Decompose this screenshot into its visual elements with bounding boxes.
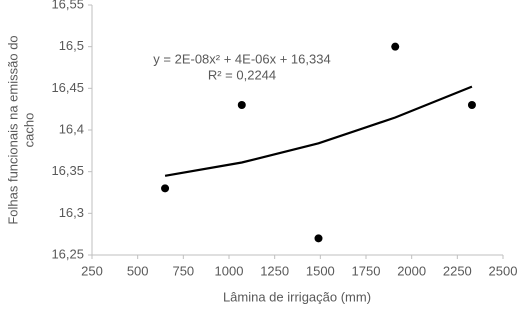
y-axis-label: cacho xyxy=(21,113,36,148)
x-tick-label: 1250 xyxy=(260,263,289,278)
point xyxy=(391,42,400,51)
y-tick-label: 16,35 xyxy=(51,163,84,178)
y-tick-label: 16,4 xyxy=(59,121,84,136)
r-squared: R² = 0,2244 xyxy=(208,67,276,82)
x-tick-label: 2000 xyxy=(397,263,426,278)
y-tick-label: 16,3 xyxy=(59,205,84,220)
x-tick-label: 1000 xyxy=(215,263,244,278)
equation: y = 2E-08x² + 4E-06x + 16,334 xyxy=(153,51,330,66)
point xyxy=(237,101,246,109)
y-tick-label: 16,55 xyxy=(51,0,84,11)
x-tick-label: 2500 xyxy=(489,263,518,278)
y-tick-label: 16,5 xyxy=(59,38,84,53)
point xyxy=(161,184,170,193)
y-tick-label: 16,25 xyxy=(51,246,84,261)
x-tick-label: 1500 xyxy=(306,263,335,278)
x-tick-label: 1750 xyxy=(352,263,381,278)
y-axis-label: Folhas funcionais na emissão do xyxy=(5,35,20,224)
x-tick-label: 250 xyxy=(81,263,103,278)
point xyxy=(314,234,323,243)
x-tick-label: 500 xyxy=(127,263,149,278)
x-tick-label: 750 xyxy=(172,263,194,278)
x-axis-label: Lâmina de irrigação (mm) xyxy=(223,289,371,304)
point xyxy=(467,101,476,109)
trendline xyxy=(164,85,473,177)
x-tick-label: 2250 xyxy=(443,263,472,278)
y-tick-label: 16,45 xyxy=(51,80,84,95)
